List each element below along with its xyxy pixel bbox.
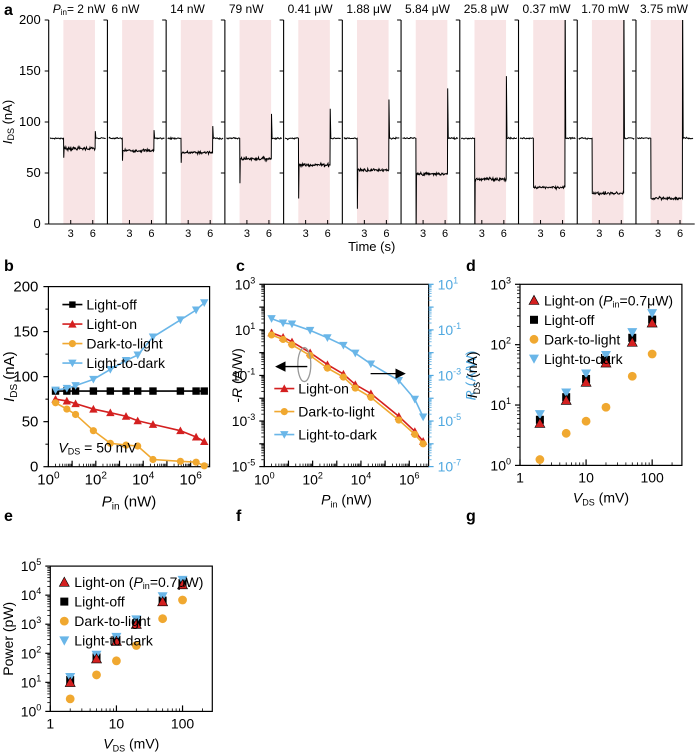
svg-text:Light-to-dark: Light-to-dark <box>74 633 154 649</box>
svg-text:101: 101 <box>21 673 42 690</box>
svg-text:10-3: 10-3 <box>438 366 462 383</box>
svg-text:1.88 μW: 1.88 μW <box>346 2 392 16</box>
svg-text:Dark-to-light: Dark-to-light <box>86 336 162 352</box>
svg-text:101: 101 <box>235 321 256 338</box>
svg-text:IDS (nA): IDS (nA) <box>0 100 16 144</box>
svg-text:Dark-to-light: Dark-to-light <box>544 331 620 347</box>
svg-text:1.70 mW: 1.70 mW <box>581 2 630 16</box>
svg-text:Light-off: Light-off <box>544 312 594 328</box>
svg-text:Power (pW): Power (pW) <box>0 602 16 676</box>
svg-text:3.75 mW: 3.75 mW <box>640 2 689 16</box>
svg-text:Light-on: Light-on <box>298 381 349 397</box>
svg-text:10: 10 <box>578 469 594 485</box>
svg-text:Time (s): Time (s) <box>348 239 395 254</box>
svg-text:102: 102 <box>85 471 108 489</box>
svg-text:IDS (nA): IDS (nA) <box>1 351 20 402</box>
svg-text:10-3: 10-3 <box>232 412 256 429</box>
svg-text:Light-off: Light-off <box>86 297 136 313</box>
svg-text:102: 102 <box>21 644 42 661</box>
svg-text:0.37 mW: 0.37 mW <box>523 2 572 16</box>
svg-text:100: 100 <box>254 471 275 488</box>
svg-text:VDS = 50 mV: VDS = 50 mV <box>58 440 137 457</box>
svg-text:0.41 μW: 0.41 μW <box>288 2 334 16</box>
svg-text:Light-on (Pin=0.7μW): Light-on (Pin=0.7μW) <box>74 574 203 591</box>
svg-text:Light-off: Light-off <box>74 594 124 610</box>
svg-text:VDS (mV): VDS (mV) <box>103 735 159 753</box>
svg-text:100: 100 <box>640 469 664 485</box>
svg-text:3: 3 <box>596 228 602 240</box>
svg-text:5.84 μW: 5.84 μW <box>405 2 451 16</box>
svg-text:6: 6 <box>90 228 96 240</box>
svg-text:50: 50 <box>26 165 40 180</box>
svg-text:6: 6 <box>677 228 683 240</box>
svg-text:6: 6 <box>559 228 565 240</box>
svg-text:3: 3 <box>479 228 485 240</box>
svg-text:3: 3 <box>303 228 309 240</box>
svg-text:3: 3 <box>185 228 191 240</box>
svg-text:104: 104 <box>351 471 372 488</box>
svg-text:3: 3 <box>126 228 132 240</box>
svg-text:100: 100 <box>171 715 195 731</box>
svg-text:6: 6 <box>148 228 154 240</box>
svg-text:104: 104 <box>21 586 42 603</box>
svg-text:100: 100 <box>490 456 511 473</box>
svg-text:105: 105 <box>21 557 42 574</box>
svg-text:50: 50 <box>22 414 39 431</box>
svg-text:10-5: 10-5 <box>232 458 256 475</box>
svg-text:Light-on: Light-on <box>86 316 137 332</box>
svg-text:150: 150 <box>19 63 41 78</box>
svg-text:10-5: 10-5 <box>438 412 462 429</box>
svg-text:25.8 μW: 25.8 μW <box>464 2 510 16</box>
svg-text:10-7: 10-7 <box>438 458 462 475</box>
svg-text:Dark-to-light: Dark-to-light <box>298 404 374 420</box>
svg-text:102: 102 <box>302 471 323 488</box>
svg-text:103: 103 <box>490 275 511 292</box>
svg-text:14 nW: 14 nW <box>170 2 205 16</box>
svg-text:10-1: 10-1 <box>438 321 462 338</box>
svg-text:3: 3 <box>68 228 74 240</box>
svg-text:1: 1 <box>516 469 524 485</box>
svg-text:-R (A/W): -R (A/W) <box>229 348 245 402</box>
svg-text:6: 6 <box>501 228 507 240</box>
svg-text:100: 100 <box>21 702 42 719</box>
svg-text:Light-to-dark: Light-to-dark <box>86 355 166 371</box>
svg-text:200: 200 <box>19 12 41 27</box>
svg-text:102: 102 <box>490 336 511 353</box>
svg-text:Pin= 2 nW: Pin= 2 nW <box>53 2 106 17</box>
svg-text:100: 100 <box>19 114 41 129</box>
svg-text:103: 103 <box>235 275 256 292</box>
svg-text:3: 3 <box>655 228 661 240</box>
svg-text:100: 100 <box>37 471 60 489</box>
svg-text:3: 3 <box>420 228 426 240</box>
svg-text:101: 101 <box>438 275 459 292</box>
svg-text:0: 0 <box>33 216 40 231</box>
svg-text:10: 10 <box>109 715 125 731</box>
svg-text:103: 103 <box>21 615 42 632</box>
svg-text:Light-on (Pin=0.7μW): Light-on (Pin=0.7μW) <box>544 292 673 309</box>
svg-text:3: 3 <box>244 228 250 240</box>
svg-text:150: 150 <box>13 324 38 341</box>
svg-text:6: 6 <box>618 228 624 240</box>
svg-text:79 nW: 79 nW <box>229 2 264 16</box>
svg-text:Light-to-dark: Light-to-dark <box>298 427 378 443</box>
svg-text:Dark-to-light: Dark-to-light <box>74 613 150 629</box>
svg-text:Light-to-dark: Light-to-dark <box>544 351 624 367</box>
svg-text:6: 6 <box>266 228 272 240</box>
svg-text:200: 200 <box>13 279 38 296</box>
svg-text:3: 3 <box>537 228 543 240</box>
svg-text:1: 1 <box>46 715 54 731</box>
svg-text:101: 101 <box>490 396 511 413</box>
svg-text:6: 6 <box>207 228 213 240</box>
svg-text:104: 104 <box>132 471 155 489</box>
svg-text:IDS (nA): IDS (nA) <box>464 351 482 398</box>
svg-text:6: 6 <box>325 228 331 240</box>
svg-text:106: 106 <box>399 471 420 488</box>
svg-text:6 nW: 6 nW <box>111 2 140 16</box>
svg-text:106: 106 <box>180 471 203 489</box>
svg-text:6: 6 <box>442 228 448 240</box>
